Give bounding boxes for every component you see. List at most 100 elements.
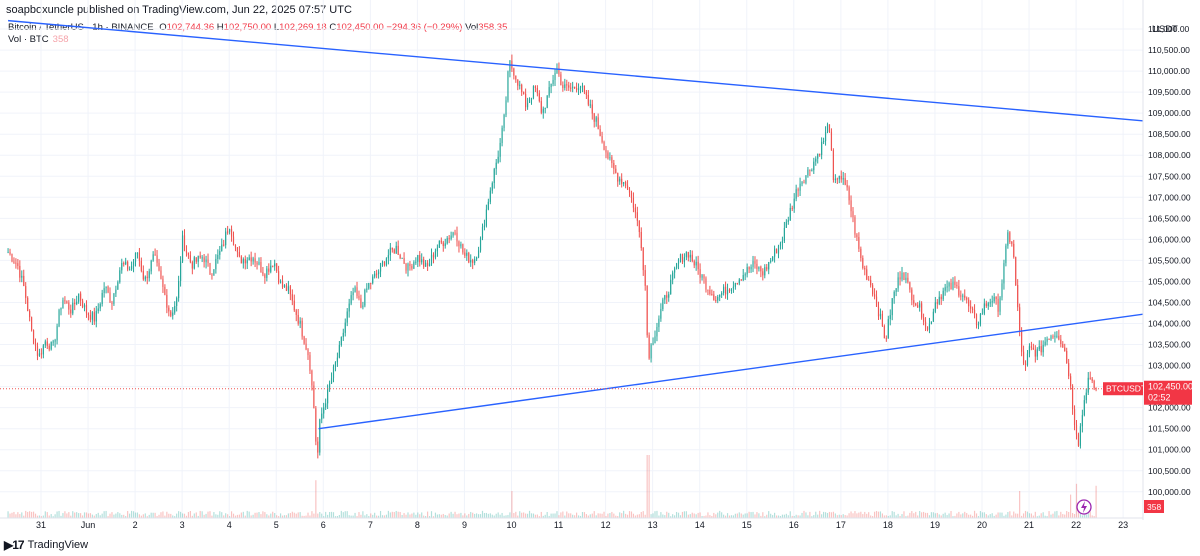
- volume-bar: [158, 514, 160, 518]
- volume-bar: [728, 515, 731, 518]
- candle-body: [638, 220, 640, 232]
- candle-body: [191, 262, 193, 269]
- volume-bar: [593, 511, 595, 518]
- tradingview-logo-icon[interactable]: ▶17: [4, 538, 25, 552]
- volume-bar: [848, 513, 850, 518]
- volume-bar: [1048, 511, 1050, 518]
- candle-body: [262, 271, 264, 275]
- candle-body: [460, 244, 462, 247]
- volume-bar: [795, 514, 797, 518]
- candle-body: [768, 261, 770, 270]
- volume-bar: [513, 513, 515, 518]
- candle-body: [156, 255, 158, 263]
- lightning-alert-icon[interactable]: [1076, 499, 1092, 515]
- candle-body: [164, 286, 166, 295]
- volume-bar: [297, 512, 299, 518]
- candle-body: [221, 244, 223, 252]
- x-tick-label: 18: [883, 520, 893, 530]
- volume-bar: [566, 511, 568, 518]
- publish-info: soapboxuncle published on TradingView.co…: [6, 4, 352, 16]
- candle-body: [438, 240, 440, 248]
- volume-bar: [389, 512, 391, 518]
- candle-body: [611, 157, 613, 164]
- candle-body: [315, 408, 317, 442]
- volume-bar: [605, 516, 607, 518]
- volume-bar: [132, 511, 135, 518]
- volume-legend-value: 358: [52, 34, 69, 45]
- candle-body: [583, 85, 586, 93]
- volume-bar: [995, 514, 997, 518]
- candle-body: [832, 150, 834, 181]
- candle-body: [501, 127, 503, 143]
- candle-body: [970, 306, 972, 309]
- x-tick-label: 19: [930, 520, 940, 530]
- candle-body: [225, 231, 227, 246]
- volume-bar: [499, 514, 501, 518]
- candle-body: [789, 207, 791, 221]
- volume-legend-label[interactable]: Vol · BTC: [8, 34, 49, 45]
- trend-line: [8, 19, 1152, 123]
- volume-bar: [666, 511, 668, 518]
- volume-bar: [1070, 494, 1072, 518]
- candle-body: [856, 234, 858, 238]
- candle-body: [64, 300, 66, 302]
- volume-legend: Vol · BTC 358: [8, 34, 69, 45]
- candle-body: [1052, 336, 1054, 338]
- volume-bar: [775, 515, 778, 518]
- volume-bar: [46, 512, 48, 518]
- candle-body: [754, 261, 756, 264]
- volume-bar: [105, 510, 107, 518]
- volume-bar: [1046, 516, 1048, 518]
- candle-body: [444, 243, 446, 247]
- candle-body: [838, 175, 840, 180]
- candle-body: [1042, 344, 1044, 353]
- candle-body: [589, 104, 591, 106]
- candle-body: [272, 265, 274, 267]
- volume-bar: [81, 515, 84, 518]
- volume-bar: [746, 513, 748, 518]
- candle-body: [283, 285, 286, 288]
- candle-body: [162, 278, 164, 287]
- volume-bar: [581, 512, 584, 518]
- candle-body: [879, 313, 882, 317]
- y-tick-label: 106,000.00: [1148, 234, 1191, 244]
- candle-body: [642, 248, 644, 271]
- candle-body: [883, 325, 885, 339]
- volume-bar: [826, 512, 829, 518]
- candle-body: [803, 182, 805, 184]
- x-tick-label: 15: [742, 520, 752, 530]
- volume-bar: [501, 512, 503, 518]
- candle-body: [85, 305, 88, 314]
- candle-body: [1011, 241, 1013, 244]
- volume-bar: [973, 510, 976, 518]
- candle-body: [913, 300, 915, 304]
- candle-body: [523, 92, 525, 94]
- candle-body: [664, 295, 666, 300]
- volume-bar: [248, 511, 250, 518]
- candle-body: [577, 88, 580, 91]
- volume-bar: [964, 511, 966, 518]
- candle-body: [868, 279, 870, 281]
- candle-body: [1091, 378, 1093, 381]
- candle-body: [530, 97, 533, 100]
- volume-bar: [515, 511, 517, 518]
- close-label: C: [329, 22, 337, 33]
- volume-bar: [709, 515, 711, 518]
- volume-bar: [1001, 512, 1003, 518]
- candle-body: [909, 282, 911, 290]
- volume-bar: [52, 516, 54, 518]
- candle-body: [270, 265, 272, 272]
- candle-body: [356, 287, 358, 296]
- volume-bar: [687, 514, 689, 518]
- candle-body: [185, 251, 188, 253]
- volume-bar: [170, 513, 172, 518]
- candle-body: [801, 182, 803, 184]
- y-tick-label: 110,000.00: [1148, 66, 1190, 76]
- candle-body: [346, 311, 348, 323]
- volume-bar: [48, 515, 50, 518]
- candle-body: [403, 258, 405, 264]
- candle-body: [130, 266, 133, 270]
- candle-body: [111, 302, 113, 304]
- volume-bar: [1087, 512, 1089, 518]
